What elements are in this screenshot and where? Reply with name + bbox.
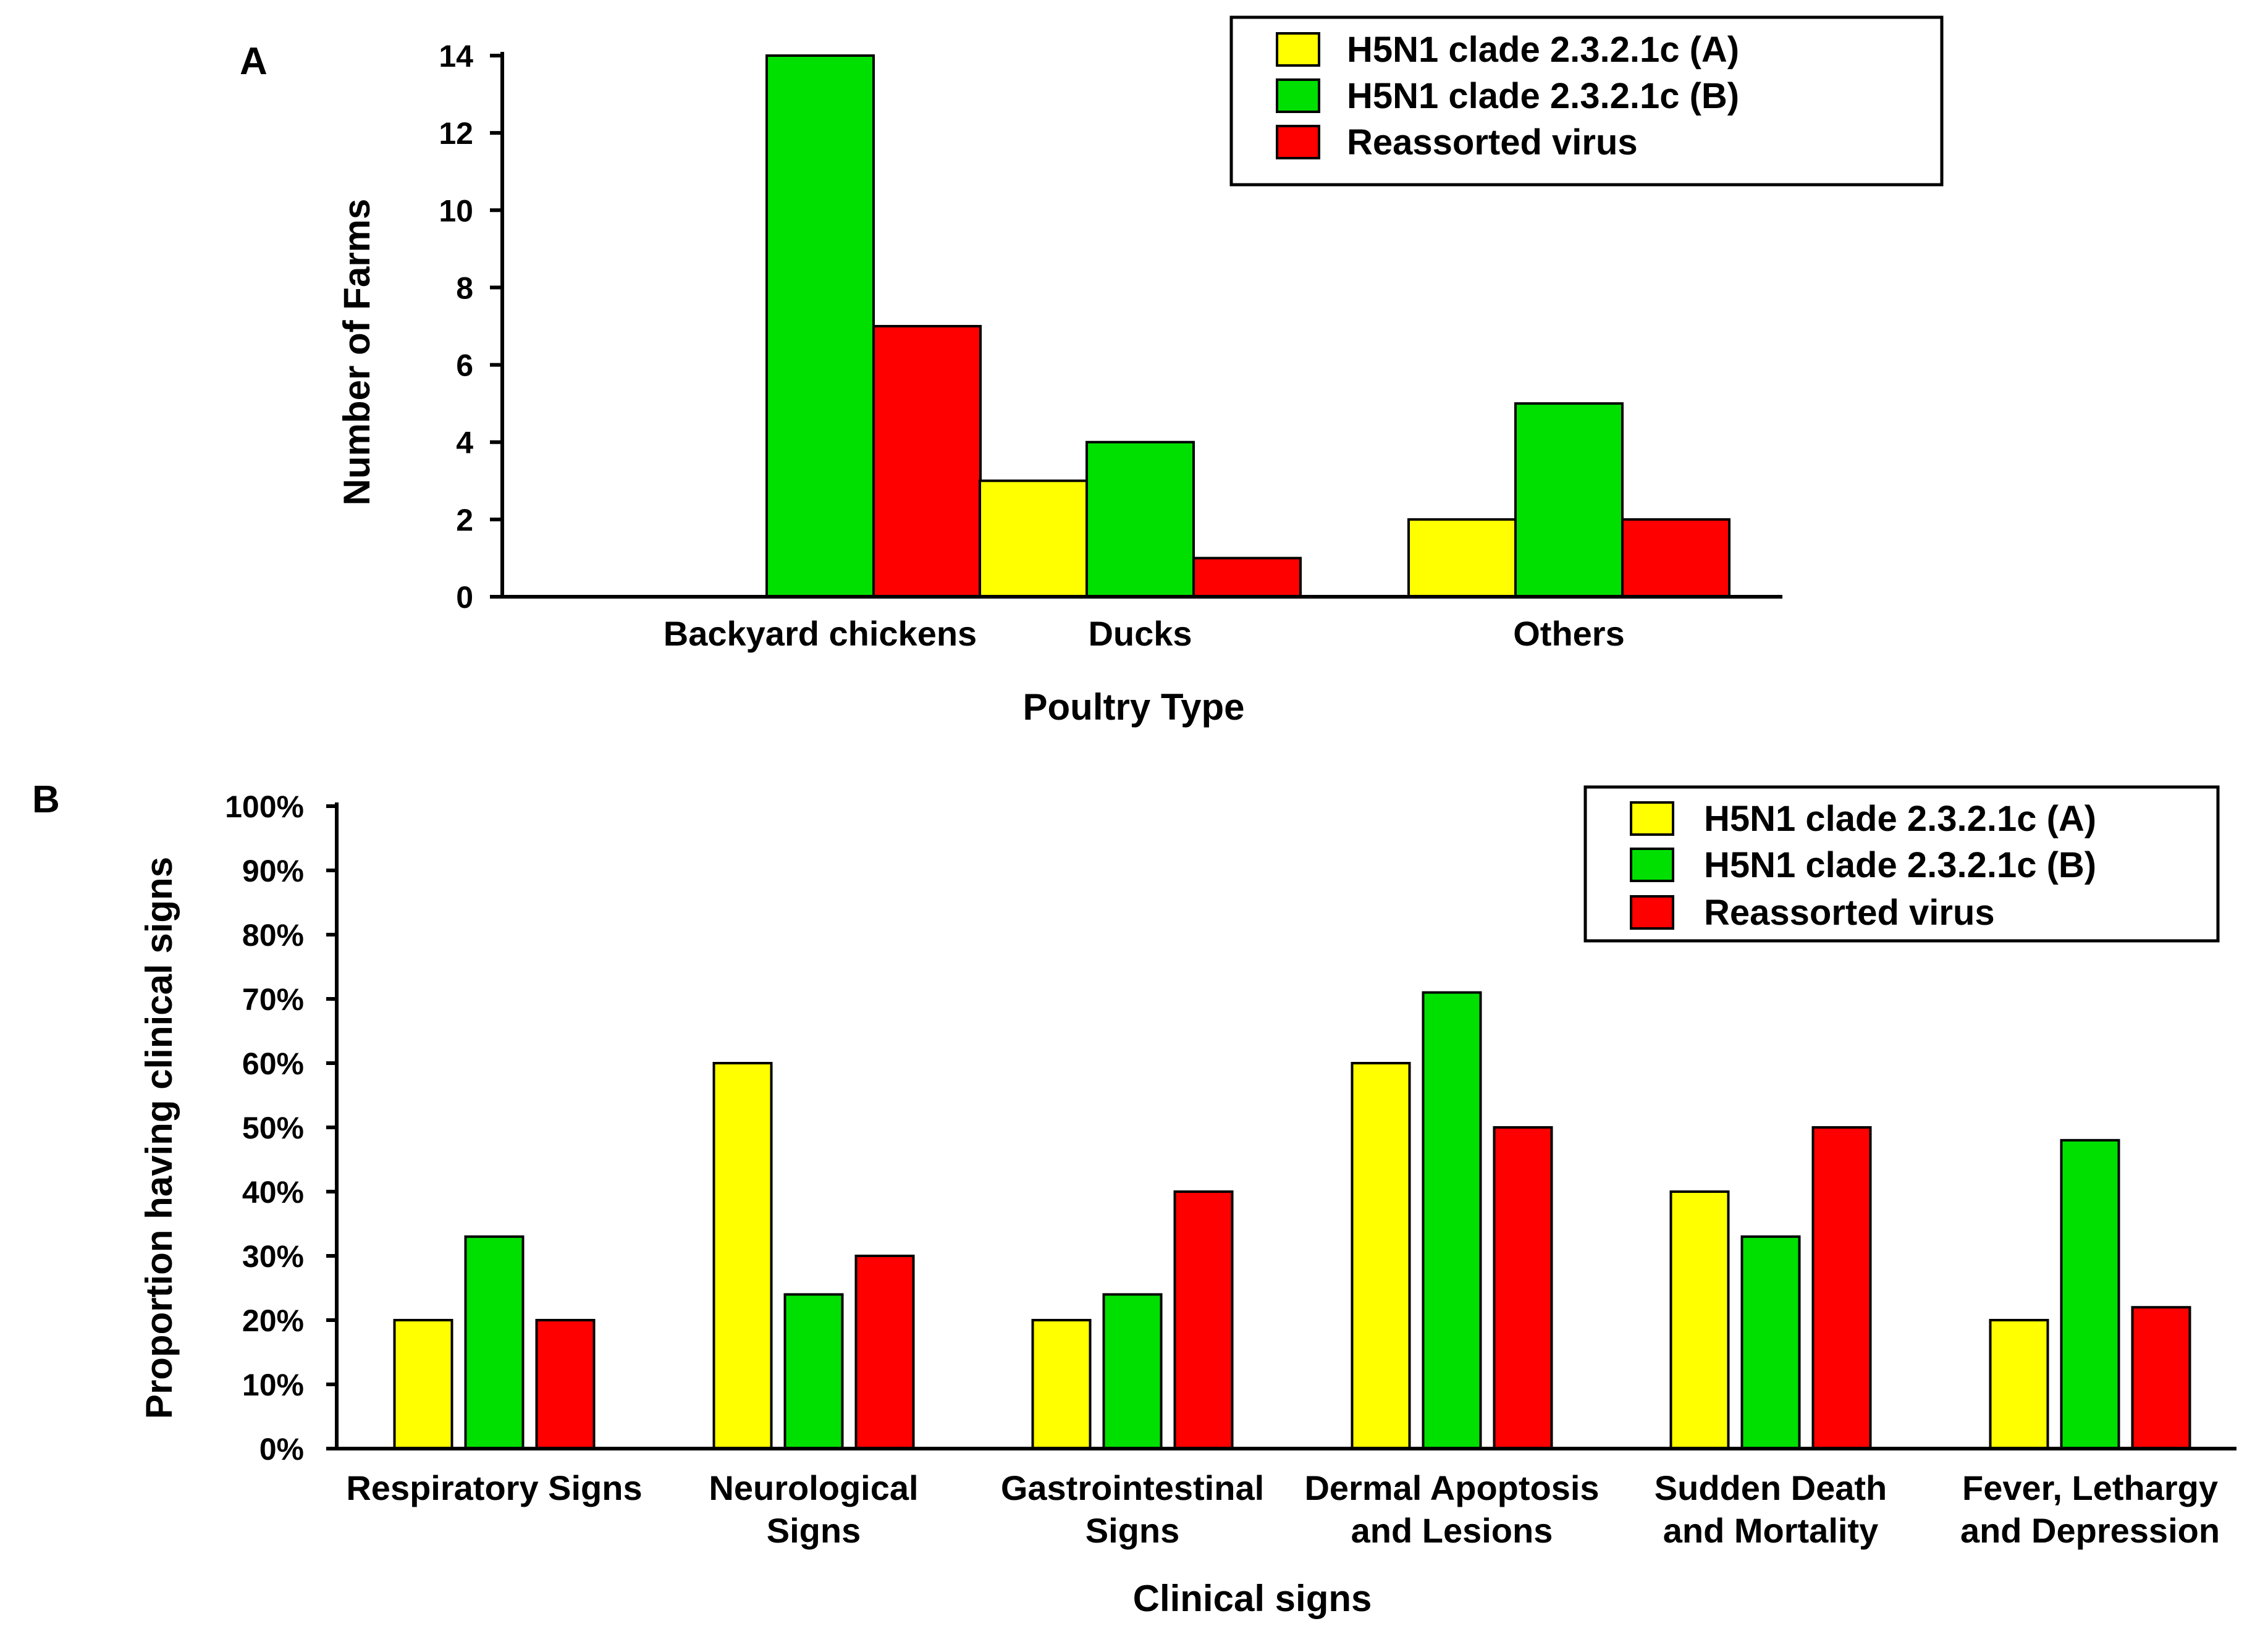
- panel-a-legend-swatch: [1276, 125, 1320, 159]
- panel-b-category-label: Signs: [1086, 1511, 1179, 1550]
- panel-a-y-axis-title: Number of Farms: [336, 199, 377, 506]
- panel-b-category-label: and Mortality: [1663, 1511, 1878, 1550]
- panel-b-y-tick-label: 30%: [242, 1239, 304, 1274]
- panel-b-y-tick-label: 60%: [242, 1046, 304, 1081]
- panel-a-category-label: Ducks: [1088, 614, 1192, 653]
- panel-a-y-tick-label: 8: [456, 271, 473, 305]
- panel-b-category-label: Sudden Death: [1655, 1468, 1887, 1507]
- panel-b-y-tick-label: 20%: [242, 1303, 304, 1338]
- panel-b-legend-label: H5N1 clade 2.3.2.1c (A): [1704, 799, 2096, 839]
- panel-a-bar: [1086, 440, 1195, 599]
- panel-b-category-label: Neurological: [709, 1468, 918, 1507]
- panel-b-category-label: Dermal Apoptosis: [1304, 1468, 1599, 1507]
- panel-b-bar: [1422, 991, 1482, 1450]
- panel-b-legend-swatch: [1630, 848, 1674, 882]
- panel-b-legend-swatch: [1630, 801, 1674, 836]
- panel-a-y-tick-label: 14: [439, 39, 473, 74]
- panel-b-bar: [1031, 1319, 1092, 1450]
- panel-b-bar: [1493, 1126, 1553, 1450]
- panel-a-y-tick-label: 4: [456, 426, 473, 460]
- panel-b-category-label: Respiratory Signs: [346, 1468, 642, 1507]
- panel-b-chart: B 0% 10% 20% 30% 40% 50% 60% 70% 80% 90% 100% Respir…: [32, 778, 2236, 1619]
- panel-b-bar: [2131, 1306, 2191, 1450]
- panel-a-bar: [979, 479, 1088, 598]
- panel-b-y-tick-label: 10%: [242, 1368, 304, 1402]
- panel-a-bar: [1192, 557, 1302, 599]
- panel-b-bar: [783, 1293, 844, 1450]
- panel-b-bar: [1811, 1126, 1872, 1450]
- panel-a-legend-swatch: [1276, 78, 1320, 113]
- panel-a-legend: H5N1 clade 2.3.2.1c (A) H5N1 clade 2.3.2.…: [1229, 15, 1944, 187]
- panel-b-category-label: Fever, Lethargy: [1962, 1468, 2218, 1507]
- panel-b-category-label: Signs: [767, 1511, 861, 1550]
- panel-b-bar: [2060, 1139, 2120, 1450]
- panel-a-y-tick-label: 12: [439, 116, 473, 151]
- panel-b-y-tick-label: 70%: [242, 982, 304, 1017]
- panel-a-bar: [765, 54, 875, 598]
- panel-a-y-tick-label: 2: [456, 503, 473, 537]
- panel-a-bar: [1621, 518, 1731, 598]
- panel-b-x-axis-title: Clinical signs: [1133, 1578, 1372, 1619]
- panel-b-y-tick-label: 0%: [259, 1432, 304, 1467]
- panel-a-x-axis-title: Poultry Type: [1023, 686, 1245, 728]
- panel-a-bar: [1514, 402, 1624, 599]
- panel-b-legend: H5N1 clade 2.3.2.1c (A) H5N1 clade 2.3.2.…: [1583, 785, 2220, 943]
- panel-b-category-label: and Depression: [1960, 1511, 2220, 1550]
- panel-b-legend-swatch: [1630, 895, 1674, 930]
- panel-b-legend-label: Reassorted virus: [1704, 893, 1995, 933]
- panel-b-letter: B: [32, 778, 60, 821]
- panel-b-y-tick-label: 90%: [242, 854, 304, 888]
- panel-b-legend-box: [1583, 785, 2220, 943]
- panel-a-y-tick-label: 0: [456, 580, 473, 615]
- panel-a-bar: [1407, 518, 1517, 598]
- panel-b-y-axis-title: Proportion having clinical signs: [138, 857, 180, 1419]
- panel-b-bar: [1351, 1062, 1411, 1450]
- panel-a-bar: [872, 325, 982, 598]
- panel-a-letter: A: [240, 40, 268, 83]
- panel-b-y-tick-label: 40%: [242, 1175, 304, 1210]
- panel-b-legend-label: H5N1 clade 2.3.2.1c (B): [1704, 845, 2096, 885]
- panel-b-bar: [464, 1235, 525, 1450]
- panel-a-category-label: Others: [1513, 614, 1625, 653]
- panel-b-category-label: and Lesions: [1351, 1511, 1553, 1550]
- panel-b-bar: [1102, 1293, 1163, 1450]
- panel-b-bar: [712, 1062, 773, 1450]
- panel-b-y-tick-label: 50%: [242, 1111, 304, 1145]
- panel-a-legend-box: [1229, 15, 1944, 187]
- panel-b-bar: [535, 1319, 596, 1450]
- panel-b-bar: [393, 1319, 453, 1450]
- panel-b-category-label: Gastrointestinal: [1001, 1468, 1264, 1507]
- panel-b-y-tick-label: 100%: [225, 789, 304, 824]
- panel-a-legend-label: H5N1 clade 2.3.2.1c (B): [1347, 76, 1739, 116]
- panel-a-category-label: Backyard chickens: [664, 614, 977, 653]
- panel-b-bar: [854, 1255, 915, 1450]
- panel-a-legend-label: H5N1 clade 2.3.2.1c (A): [1347, 30, 1739, 70]
- panel-a-legend-label: Reassorted virus: [1347, 122, 1638, 162]
- panel-b-bar: [1173, 1190, 1234, 1450]
- panel-a-legend-swatch: [1276, 32, 1320, 67]
- panel-b-bar: [1989, 1319, 2049, 1450]
- panel-a-y-tick-label: 10: [439, 193, 473, 228]
- panel-b-y-tick-label: 80%: [242, 918, 304, 953]
- panel-b-bar: [1740, 1235, 1801, 1450]
- panel-b-bar: [1669, 1190, 1730, 1450]
- panel-a-y-tick-label: 6: [456, 348, 473, 383]
- panel-a-chart: A 0 2 4 6 8 10 12 14 Backyard chickens Ducks Others…: [240, 15, 1944, 728]
